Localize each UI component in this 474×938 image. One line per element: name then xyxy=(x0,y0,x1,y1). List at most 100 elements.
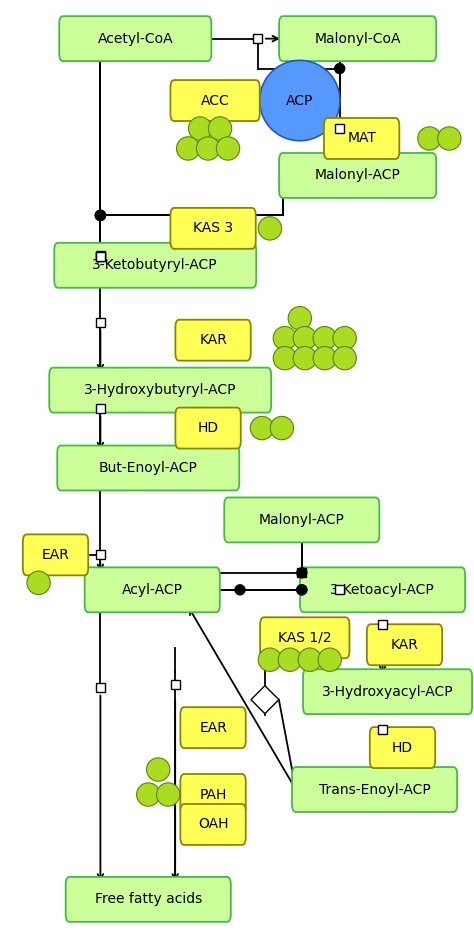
FancyBboxPatch shape xyxy=(171,80,260,121)
Ellipse shape xyxy=(278,648,301,672)
Bar xyxy=(378,725,387,734)
Bar xyxy=(96,251,105,261)
Text: Free fatty acids: Free fatty acids xyxy=(95,892,202,906)
Text: KAR: KAR xyxy=(199,333,227,347)
FancyBboxPatch shape xyxy=(279,153,436,198)
Ellipse shape xyxy=(258,648,282,672)
Bar xyxy=(171,680,180,689)
Bar xyxy=(378,620,387,629)
Text: EAR: EAR xyxy=(199,720,227,734)
Ellipse shape xyxy=(235,584,245,595)
FancyBboxPatch shape xyxy=(175,408,241,448)
FancyBboxPatch shape xyxy=(303,669,472,714)
Ellipse shape xyxy=(333,326,356,350)
Text: 3-Hydroxybutyryl-ACP: 3-Hydroxybutyryl-ACP xyxy=(84,383,237,397)
Text: KAS 3: KAS 3 xyxy=(193,221,233,235)
Text: But-Enoyl-ACP: But-Enoyl-ACP xyxy=(99,461,198,475)
Ellipse shape xyxy=(313,346,337,370)
Text: 3-Ketoacyl-ACP: 3-Ketoacyl-ACP xyxy=(330,582,435,597)
Bar xyxy=(96,403,105,413)
Bar xyxy=(335,585,344,595)
Text: KAR: KAR xyxy=(391,638,419,652)
FancyBboxPatch shape xyxy=(324,118,399,159)
Ellipse shape xyxy=(137,783,160,806)
Ellipse shape xyxy=(297,584,307,595)
FancyBboxPatch shape xyxy=(279,16,436,61)
Ellipse shape xyxy=(258,217,282,240)
Ellipse shape xyxy=(273,326,297,350)
Ellipse shape xyxy=(297,584,307,595)
Text: OAH: OAH xyxy=(198,818,228,831)
FancyBboxPatch shape xyxy=(260,617,349,658)
Ellipse shape xyxy=(293,346,317,370)
Bar xyxy=(297,568,306,578)
Text: MAT: MAT xyxy=(347,131,376,145)
Ellipse shape xyxy=(318,648,341,672)
FancyBboxPatch shape xyxy=(23,535,88,575)
FancyBboxPatch shape xyxy=(181,804,246,845)
Ellipse shape xyxy=(313,326,337,350)
Bar xyxy=(96,551,105,559)
Ellipse shape xyxy=(156,783,180,806)
Ellipse shape xyxy=(333,346,356,370)
FancyBboxPatch shape xyxy=(66,877,231,922)
Text: Malonyl-ACP: Malonyl-ACP xyxy=(259,513,345,527)
FancyBboxPatch shape xyxy=(367,625,442,665)
Ellipse shape xyxy=(196,137,220,160)
Text: HD: HD xyxy=(392,741,413,754)
Text: ACP: ACP xyxy=(286,94,313,108)
Ellipse shape xyxy=(335,64,345,73)
Text: PAH: PAH xyxy=(200,788,227,801)
Text: 3-Hydroxyacyl-ACP: 3-Hydroxyacyl-ACP xyxy=(322,685,453,699)
Ellipse shape xyxy=(95,210,105,220)
FancyBboxPatch shape xyxy=(85,567,220,613)
FancyBboxPatch shape xyxy=(300,567,465,613)
FancyBboxPatch shape xyxy=(175,320,251,361)
Ellipse shape xyxy=(146,758,170,781)
Ellipse shape xyxy=(189,117,212,140)
Text: ACC: ACC xyxy=(201,94,229,108)
FancyBboxPatch shape xyxy=(224,497,379,542)
Ellipse shape xyxy=(209,117,232,140)
FancyBboxPatch shape xyxy=(49,368,271,413)
Polygon shape xyxy=(251,686,279,714)
FancyBboxPatch shape xyxy=(181,707,246,749)
Ellipse shape xyxy=(95,210,105,220)
Ellipse shape xyxy=(418,127,441,150)
Text: 3-Ketobutyryl-ACP: 3-Ketobutyryl-ACP xyxy=(92,258,218,272)
FancyBboxPatch shape xyxy=(54,243,256,288)
Ellipse shape xyxy=(260,60,340,141)
Ellipse shape xyxy=(176,137,200,160)
Bar xyxy=(96,251,105,261)
Text: KAS 1/2: KAS 1/2 xyxy=(278,630,332,644)
Bar xyxy=(96,318,105,326)
Bar xyxy=(335,124,344,133)
Text: Acetyl-CoA: Acetyl-CoA xyxy=(98,32,173,46)
FancyBboxPatch shape xyxy=(370,727,435,768)
Ellipse shape xyxy=(250,416,273,440)
Ellipse shape xyxy=(216,137,240,160)
FancyBboxPatch shape xyxy=(57,446,239,491)
Ellipse shape xyxy=(27,571,50,595)
Ellipse shape xyxy=(95,210,105,220)
Text: Malonyl-CoA: Malonyl-CoA xyxy=(314,32,401,46)
Ellipse shape xyxy=(293,326,317,350)
Text: Malonyl-ACP: Malonyl-ACP xyxy=(315,169,401,182)
Text: HD: HD xyxy=(198,421,219,435)
Text: EAR: EAR xyxy=(42,548,70,562)
Text: Acyl-ACP: Acyl-ACP xyxy=(122,582,183,597)
Text: Trans-Enoyl-ACP: Trans-Enoyl-ACP xyxy=(319,782,430,796)
Bar xyxy=(254,34,263,43)
Bar xyxy=(96,250,105,260)
Ellipse shape xyxy=(438,127,461,150)
FancyBboxPatch shape xyxy=(292,767,457,812)
Bar xyxy=(96,683,105,692)
Ellipse shape xyxy=(270,416,293,440)
Ellipse shape xyxy=(298,648,321,672)
FancyBboxPatch shape xyxy=(171,208,256,249)
Ellipse shape xyxy=(273,346,297,370)
Ellipse shape xyxy=(297,567,307,578)
FancyBboxPatch shape xyxy=(181,774,246,815)
Ellipse shape xyxy=(288,307,311,330)
FancyBboxPatch shape xyxy=(59,16,211,61)
